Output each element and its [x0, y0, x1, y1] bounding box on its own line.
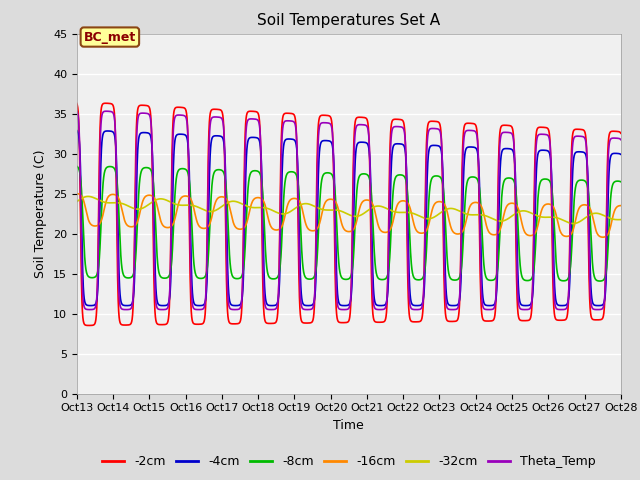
X-axis label: Time: Time — [333, 419, 364, 432]
Legend: -2cm, -4cm, -8cm, -16cm, -32cm, Theta_Temp: -2cm, -4cm, -8cm, -16cm, -32cm, Theta_Te… — [97, 450, 601, 473]
Text: BC_met: BC_met — [84, 31, 136, 44]
Y-axis label: Soil Temperature (C): Soil Temperature (C) — [35, 149, 47, 278]
Title: Soil Temperatures Set A: Soil Temperatures Set A — [257, 13, 440, 28]
